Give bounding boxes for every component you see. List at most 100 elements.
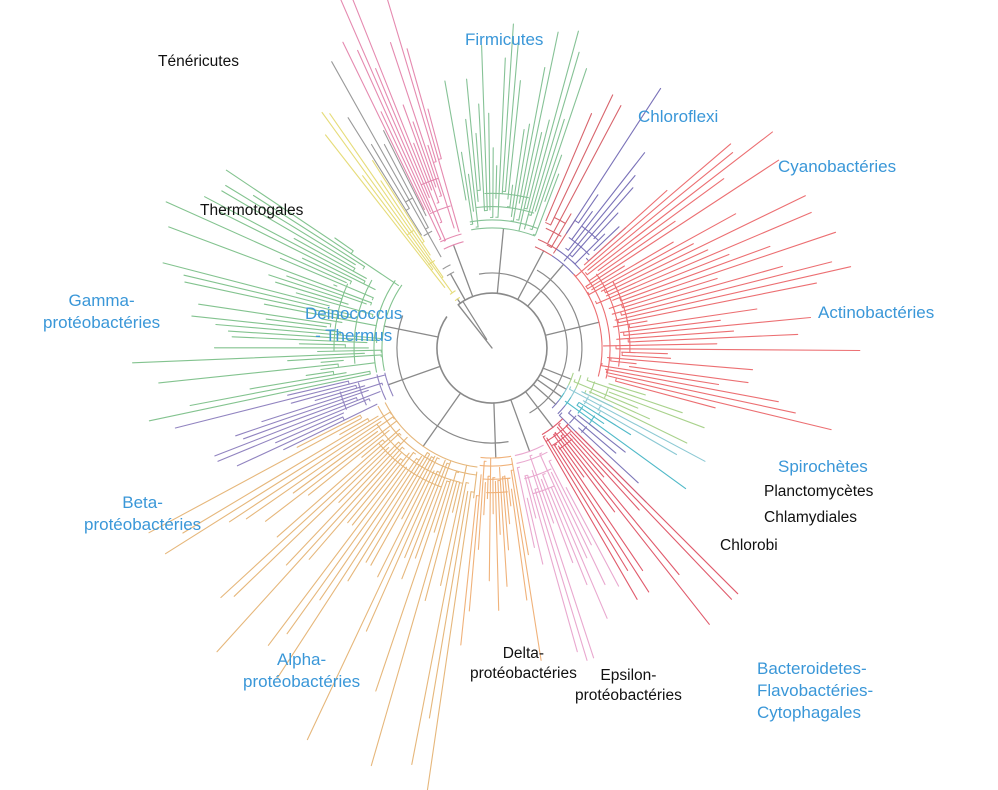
leaf-join <box>597 410 602 415</box>
leaf-branch <box>383 143 429 229</box>
leaf-join <box>603 289 606 294</box>
leaf-branch <box>339 418 369 436</box>
clade-arc <box>471 227 536 237</box>
leaf-branch <box>593 212 619 240</box>
leaf-branch <box>544 154 563 202</box>
leaf-join <box>574 219 579 224</box>
leaf-branch <box>600 243 694 292</box>
leaf-branch <box>529 455 555 524</box>
leaf-branch <box>361 439 384 458</box>
leaf-branch <box>507 478 512 507</box>
leaf-branch <box>518 31 559 221</box>
clade-arc <box>376 374 387 400</box>
leaf-branch <box>375 480 448 692</box>
label-chloroflexi: Chloroflexi <box>638 106 718 128</box>
leaf-branch <box>305 370 334 376</box>
clade-arc <box>454 296 461 302</box>
clade-arc <box>595 273 621 367</box>
leaf-branch <box>571 211 593 241</box>
label-spirochetes: Spirochètes <box>778 456 868 478</box>
label-chlorobi: Chlorobi <box>720 536 778 556</box>
leaf-join <box>601 362 603 366</box>
leaf-branch <box>574 233 606 265</box>
leaf-branch <box>527 475 578 653</box>
leaf-branch <box>221 190 356 269</box>
leaf-join <box>586 377 589 381</box>
leaf-branch <box>412 121 437 188</box>
leaf-branch <box>560 435 710 625</box>
leaf-branch <box>558 424 605 478</box>
leaf-branch <box>320 359 344 363</box>
clade-arc <box>570 388 577 398</box>
leaf-branch <box>286 275 367 305</box>
leaf-branch <box>627 333 799 343</box>
label-cyanobacteries: Cyanobactéries <box>778 156 896 178</box>
label-line: Chloroflexi <box>638 107 719 126</box>
leaf-branch <box>320 362 376 371</box>
leaf-branch <box>329 113 444 278</box>
leaf-branch <box>233 446 390 597</box>
leaf-join <box>554 443 558 446</box>
clade-stem <box>527 263 565 307</box>
leaf-join <box>438 158 442 160</box>
leaf-join <box>586 278 590 282</box>
label-line: Deinococcus <box>305 304 403 323</box>
leaf-branch <box>252 194 366 268</box>
leaf-join <box>470 491 475 493</box>
clade-arc <box>603 388 609 399</box>
clade-arc <box>597 404 602 411</box>
leaf-branch <box>444 80 467 201</box>
leaf-branch <box>317 349 382 353</box>
leaf-branch <box>290 384 357 404</box>
leaf-branch <box>629 308 758 329</box>
leaf-branch <box>620 319 721 333</box>
leaf-join <box>355 397 358 401</box>
leaf-join <box>431 456 435 459</box>
leaf-join <box>524 207 528 210</box>
label-thermotogales: Thermotogales <box>200 201 303 221</box>
leaf-branch <box>231 336 368 344</box>
leaf-branch <box>531 68 588 231</box>
leaf-branch <box>427 144 455 229</box>
leaf-branch <box>377 457 438 578</box>
leaf-join <box>568 409 572 414</box>
clade-stem <box>456 298 461 304</box>
leaf-branch <box>158 363 339 384</box>
leaf-join <box>532 233 536 236</box>
leaf-branch <box>531 469 595 659</box>
clade-arc <box>516 451 548 464</box>
leaf-join <box>446 480 451 483</box>
leaf-branch <box>615 380 716 409</box>
leaf-join <box>558 422 561 426</box>
leaf-branch <box>581 391 614 408</box>
clade-arc <box>443 241 464 250</box>
leaf-branch <box>249 372 347 390</box>
leaf-join <box>560 433 564 437</box>
label-gamma: Gamma-protéobactéries <box>43 290 160 334</box>
leaf-branch <box>612 253 730 301</box>
tree-root-branch <box>462 300 488 341</box>
leaf-branch <box>607 357 754 371</box>
leaf-branch <box>596 211 812 305</box>
clade-arc <box>449 290 456 295</box>
clade-arc <box>552 431 571 446</box>
leaf-branch <box>216 446 403 653</box>
leaf-branch <box>389 42 442 197</box>
leaf-join <box>413 452 417 455</box>
leaf-branch <box>460 151 474 225</box>
leaf-branch <box>577 414 626 453</box>
leaf-join <box>565 247 569 251</box>
leaf-branch <box>604 368 779 403</box>
leaf-branch <box>516 467 535 548</box>
leaf-branch <box>424 481 458 602</box>
label-line: Spirochètes <box>778 457 868 476</box>
leaf-join <box>430 268 433 271</box>
leaf-branch <box>319 457 418 601</box>
leaf-branch <box>550 213 572 248</box>
leaf-branch <box>501 476 510 551</box>
leaf-join <box>569 386 572 390</box>
leaf-branch <box>578 402 632 436</box>
label-line: protéobactéries <box>243 672 361 691</box>
clade-arc <box>551 255 575 275</box>
